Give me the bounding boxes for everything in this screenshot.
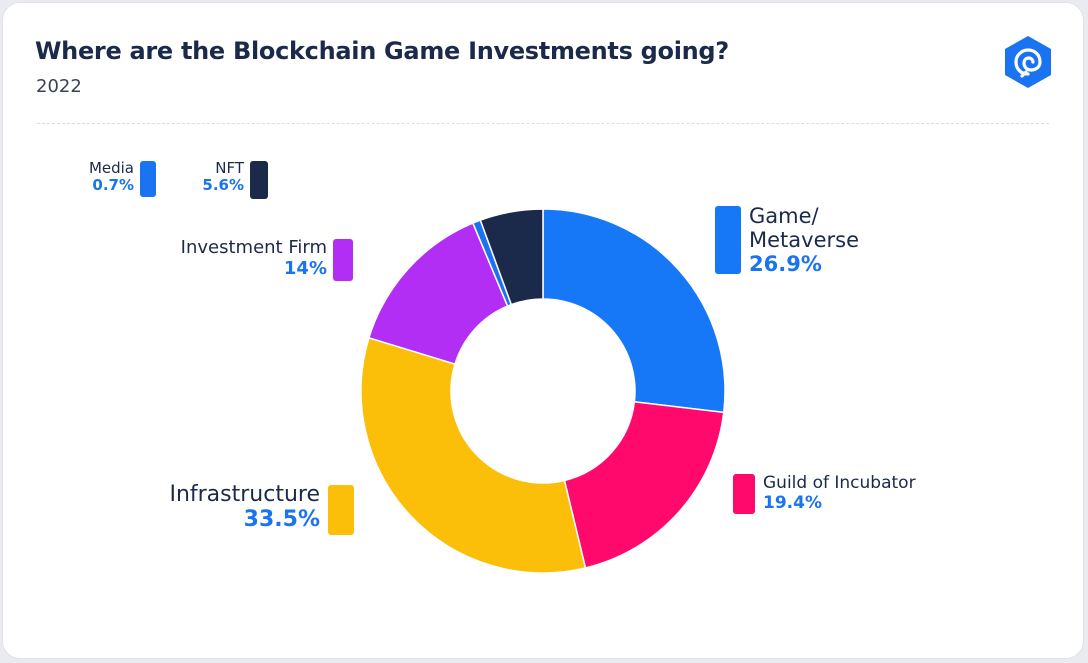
donut-slice-nft	[479, 208, 544, 306]
spiral-logo-icon	[1005, 36, 1051, 88]
label-game-metaverse: Game/ Metaverse 26.9%	[749, 204, 859, 276]
label-game-metaverse-name: Game/ Metaverse	[749, 204, 859, 253]
label-investment-firm-name: Investment Firm	[180, 237, 327, 258]
legend-swatch-nft	[250, 161, 268, 199]
label-media-value: 0.7%	[92, 176, 134, 195]
legend-swatch-guild-of-incubator	[733, 474, 755, 514]
legend-swatch-infrastructure	[328, 485, 354, 535]
label-game-metaverse-value: 26.9%	[749, 252, 822, 277]
label-media-name: Media	[88, 159, 134, 177]
donut-slice-infrastructure	[360, 336, 587, 574]
donut-slice-game-metaverse	[542, 208, 726, 414]
label-media: Media 0.7%	[88, 159, 134, 195]
header-divider	[37, 123, 1049, 124]
label-infrastructure-value: 33.5%	[243, 507, 320, 533]
label-nft-name: NFT	[215, 159, 244, 177]
legend-swatch-media	[140, 161, 156, 197]
chart-subtitle: 2022	[36, 76, 82, 97]
donut-slice-guild-of-incubator	[563, 400, 725, 569]
label-nft-value: 5.6%	[202, 176, 244, 195]
label-investment-firm-value: 14%	[283, 257, 327, 279]
chart-title: Where are the Blockchain Game Investment…	[35, 37, 729, 65]
label-infrastructure-name: Infrastructure	[169, 482, 320, 507]
label-investment-firm: Investment Firm 14%	[180, 237, 327, 279]
label-guild-of-incubator-name: Guild of Incubator	[763, 473, 916, 493]
legend-swatch-investment-firm	[333, 239, 353, 281]
label-guild-of-incubator: Guild of Incubator 19.4%	[763, 473, 916, 513]
legend-swatch-game-metaverse	[715, 206, 741, 274]
label-infrastructure: Infrastructure 33.5%	[169, 482, 320, 533]
label-guild-of-incubator-value: 19.4%	[763, 492, 822, 513]
label-nft: NFT 5.6%	[202, 159, 244, 195]
